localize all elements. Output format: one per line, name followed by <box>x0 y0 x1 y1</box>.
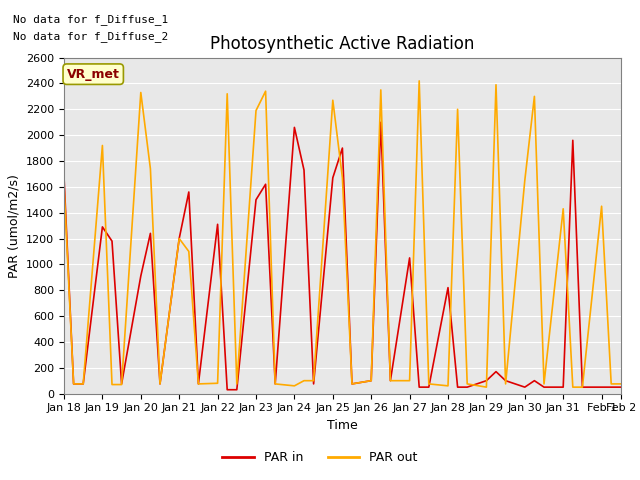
PAR out <box>271 381 279 387</box>
Line: PAR in: PAR in <box>64 122 621 390</box>
PAR out <box>569 384 577 390</box>
PAR in <box>108 238 116 244</box>
PAR out <box>483 384 490 390</box>
PAR out <box>492 82 500 88</box>
PAR out <box>70 381 77 387</box>
PAR in <box>425 384 433 390</box>
PAR in <box>463 384 471 390</box>
PAR in <box>444 285 452 290</box>
PAR out <box>607 381 615 387</box>
PAR out <box>262 88 269 94</box>
PAR in <box>348 381 356 387</box>
PAR out <box>502 381 509 387</box>
PAR out <box>291 383 298 389</box>
PAR out <box>118 382 125 387</box>
PAR in <box>387 378 394 384</box>
Text: No data for f_Diffuse_1: No data for f_Diffuse_1 <box>13 14 168 25</box>
PAR in <box>502 378 509 384</box>
PAR out <box>60 183 68 189</box>
PAR in <box>147 230 154 236</box>
PAR out <box>156 381 164 387</box>
PAR in <box>156 381 164 387</box>
PAR out <box>99 143 106 148</box>
PAR out <box>540 381 548 387</box>
PAR out <box>444 383 452 389</box>
PAR out <box>377 87 385 93</box>
PAR out <box>300 378 308 384</box>
PAR out <box>425 381 433 387</box>
PAR out <box>406 378 413 384</box>
PAR in <box>454 384 461 390</box>
PAR in <box>415 384 423 390</box>
PAR in <box>377 120 385 125</box>
PAR in <box>195 381 202 387</box>
PAR in <box>579 384 586 390</box>
PAR in <box>118 381 125 387</box>
PAR out <box>175 236 183 241</box>
PAR out <box>559 206 567 212</box>
PAR in <box>185 189 193 195</box>
Title: Photosynthetic Active Radiation: Photosynthetic Active Radiation <box>210 35 475 53</box>
PAR out <box>348 381 356 387</box>
PAR out <box>617 381 625 387</box>
Text: VR_met: VR_met <box>67 68 120 81</box>
PAR in <box>531 378 538 384</box>
PAR out <box>339 175 346 180</box>
PAR in <box>60 174 68 180</box>
PAR out <box>579 384 586 390</box>
PAR in <box>262 181 269 187</box>
PAR in <box>406 255 413 261</box>
X-axis label: Time: Time <box>327 419 358 432</box>
PAR in <box>252 197 260 203</box>
PAR in <box>598 384 605 390</box>
PAR in <box>223 387 231 393</box>
PAR in <box>559 384 567 390</box>
PAR out <box>223 91 231 96</box>
PAR out <box>195 381 202 387</box>
PAR in <box>291 124 298 130</box>
PAR out <box>367 378 375 384</box>
PAR in <box>329 175 337 180</box>
PAR in <box>607 384 615 390</box>
PAR out <box>329 97 337 103</box>
PAR in <box>617 384 625 390</box>
PAR in <box>569 137 577 143</box>
PAR out <box>252 108 260 113</box>
PAR out <box>185 249 193 254</box>
PAR in <box>492 369 500 374</box>
PAR out <box>310 378 317 384</box>
PAR out <box>463 381 471 387</box>
PAR in <box>367 378 375 384</box>
PAR in <box>300 167 308 173</box>
Y-axis label: PAR (umol/m2/s): PAR (umol/m2/s) <box>8 174 20 277</box>
PAR in <box>214 221 221 227</box>
PAR in <box>521 384 529 390</box>
PAR in <box>70 381 77 387</box>
PAR in <box>233 387 241 393</box>
PAR in <box>483 378 490 384</box>
PAR in <box>99 224 106 230</box>
PAR out <box>137 90 145 96</box>
PAR out <box>79 381 87 387</box>
PAR in <box>137 273 145 279</box>
PAR out <box>233 381 241 387</box>
PAR out <box>214 380 221 386</box>
PAR in <box>339 145 346 151</box>
PAR out <box>147 166 154 172</box>
PAR out <box>598 204 605 209</box>
PAR out <box>521 178 529 183</box>
PAR in <box>79 381 87 387</box>
Line: PAR out: PAR out <box>64 81 621 387</box>
PAR in <box>271 381 279 387</box>
PAR out <box>387 378 394 384</box>
Legend: PAR in, PAR out: PAR in, PAR out <box>218 446 422 469</box>
PAR in <box>310 381 317 387</box>
PAR out <box>108 382 116 387</box>
PAR in <box>175 236 183 241</box>
PAR out <box>454 107 461 112</box>
PAR in <box>540 384 548 390</box>
PAR out <box>531 94 538 99</box>
Text: No data for f_Diffuse_2: No data for f_Diffuse_2 <box>13 31 168 42</box>
PAR out <box>415 78 423 84</box>
